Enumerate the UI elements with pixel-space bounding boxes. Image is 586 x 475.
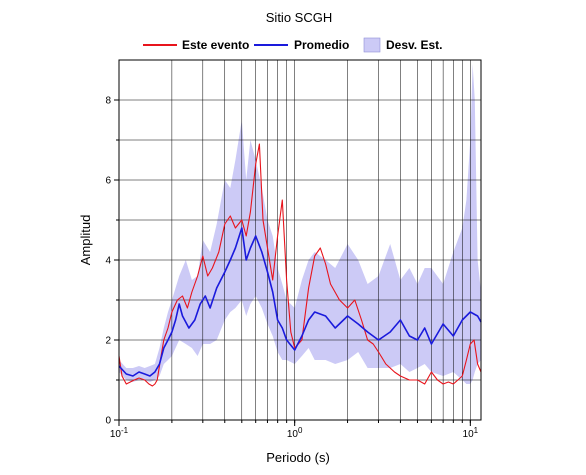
std-dev-band <box>119 64 481 384</box>
chart-legend: Este evento Promedio Desv. Est. <box>143 37 442 53</box>
plot-frame <box>118 59 482 421</box>
y-tick-label: 8 <box>105 96 111 107</box>
legend-label-este-evento: Este evento <box>182 38 249 52</box>
grid-layer <box>119 60 481 420</box>
y-tick-label: 6 <box>105 176 111 187</box>
series-line-promedio <box>118 227 482 377</box>
chart-title: Sitio SCGH <box>266 10 332 25</box>
series-line-este-evento <box>118 143 482 387</box>
series-layer <box>118 143 482 387</box>
x-axis-label: Periodo (s) <box>266 450 330 465</box>
legend-label-promedio: Promedio <box>294 38 349 52</box>
legend-swatch-desv-est <box>363 37 381 53</box>
legend-label-desv-est: Desv. Est. <box>386 38 442 52</box>
y-tick-label: 4 <box>105 256 111 267</box>
y-tick-label: 0 <box>105 416 111 427</box>
y-axis-label: Amplitud <box>78 215 93 266</box>
y-tick-label: 2 <box>105 336 111 347</box>
std-dev-band-layer <box>119 64 481 384</box>
